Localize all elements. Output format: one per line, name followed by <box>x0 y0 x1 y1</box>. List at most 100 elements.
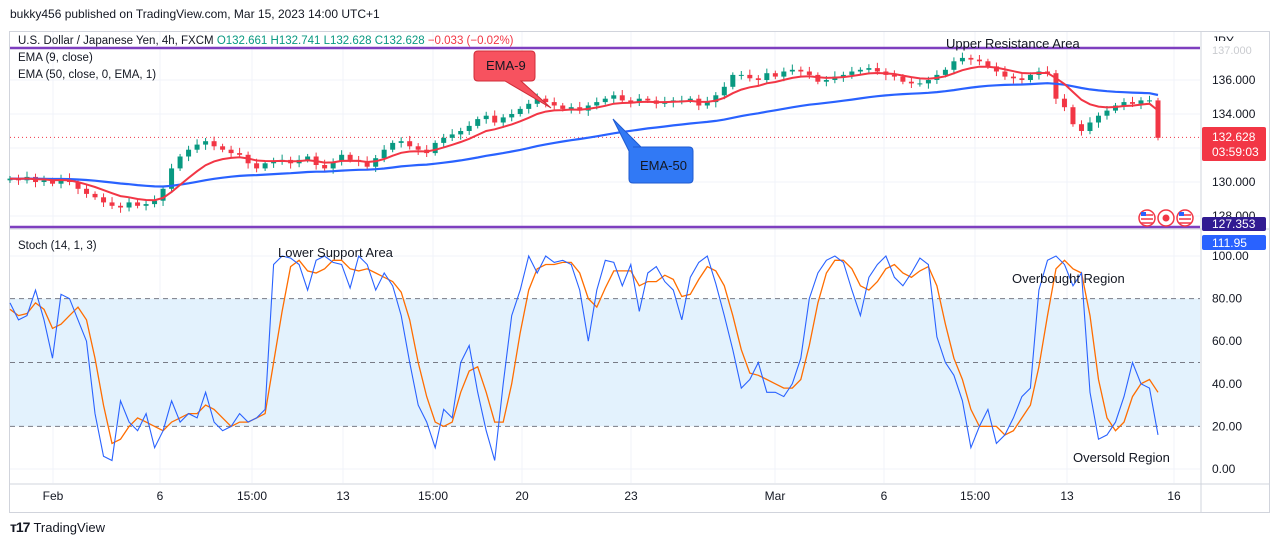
candle-body <box>755 78 761 80</box>
candle-body <box>126 202 132 208</box>
candle-body <box>1155 100 1161 138</box>
candle-body <box>169 168 175 189</box>
stoch-tick-label: 80.00 <box>1212 292 1242 306</box>
stoch-d-line <box>9 259 1159 445</box>
candle-body <box>568 107 574 109</box>
candle-body <box>687 98 693 101</box>
time-tick-label: Feb <box>43 489 64 503</box>
overbought-label: Overbought Region <box>1012 271 1125 286</box>
candle-body <box>704 102 710 106</box>
candle-body <box>84 188 90 194</box>
candle-body <box>500 117 506 123</box>
time-tick-label: 15:00 <box>960 489 990 503</box>
candle-body <box>203 141 209 145</box>
candle-body <box>432 142 438 154</box>
oversold-label: Oversold Region <box>1073 450 1170 465</box>
symbol-legend[interactable]: U.S. Dollar / Japanese Yen, 4h, FXCM O13… <box>18 35 514 47</box>
ema9-legend[interactable]: EMA (9, close) <box>18 52 93 64</box>
candle-body <box>798 69 804 72</box>
candle-body <box>628 100 634 103</box>
candle-body <box>993 66 999 72</box>
candle-body <box>1087 122 1093 131</box>
candle-body <box>262 163 268 169</box>
candle-body <box>177 156 183 169</box>
candle-body <box>330 161 336 169</box>
candle-body <box>917 83 923 85</box>
candle-body <box>398 141 404 143</box>
time-tick-label: 16 <box>1167 489 1181 503</box>
stoch-value-badge <box>1202 235 1266 250</box>
stoch-legend[interactable]: Stoch (14, 1, 3) <box>18 240 97 252</box>
candle-body <box>441 137 447 143</box>
candle-body <box>75 182 81 189</box>
support-price-badge <box>1202 217 1266 231</box>
candle-body <box>483 115 489 120</box>
candle-body <box>1129 102 1135 104</box>
candle-body <box>713 95 719 103</box>
countdown-timer: 03:59:03 <box>1212 145 1259 159</box>
last-price-badge <box>1202 127 1266 161</box>
lower-support-label: Lower Support Area <box>278 245 394 260</box>
candle-body <box>1104 110 1110 116</box>
candle-body <box>806 71 812 75</box>
candle-body <box>849 71 855 75</box>
candle-body <box>1027 74 1033 80</box>
ohlc-values: O132.661 H132.741 L132.628 C132.628 <box>216 35 425 47</box>
time-tick-label: 20 <box>515 489 529 503</box>
candle-body <box>339 154 345 162</box>
candle-body <box>781 71 787 77</box>
candle-body <box>101 197 107 203</box>
candle-body <box>1053 73 1059 99</box>
candle-body <box>271 161 277 164</box>
candle-body <box>857 69 863 72</box>
time-tick-label: 6 <box>881 489 888 503</box>
candle-body <box>152 200 158 205</box>
tradingview-footer[interactable]: ᴛ17 TradingView <box>10 519 105 535</box>
candle-body <box>1121 102 1127 106</box>
candle-body <box>789 69 795 72</box>
candle-body <box>840 74 846 77</box>
candle-body <box>1002 71 1008 77</box>
candle-body <box>738 74 744 76</box>
candle-body <box>364 161 370 167</box>
candle-body <box>1078 124 1084 131</box>
candle-body <box>347 154 353 160</box>
ema50-line <box>9 82 1159 188</box>
candle-body <box>619 95 625 101</box>
candle-body <box>1070 107 1076 125</box>
time-tick-label: 6 <box>157 489 164 503</box>
candle-body <box>874 68 880 72</box>
candle-body <box>1138 100 1144 104</box>
time-tick-label: 15:00 <box>418 489 448 503</box>
candle-body <box>526 103 532 109</box>
top-partial-price: 137.000 <box>1212 45 1252 57</box>
candle-body <box>1112 105 1118 111</box>
candle-body <box>602 98 608 103</box>
event-flags[interactable] <box>1138 209 1194 227</box>
ema9-callout: EMA-9 <box>473 50 552 109</box>
candle-body <box>143 204 149 206</box>
ema9-callout-label: EMA-9 <box>486 58 526 73</box>
candle-body <box>942 69 948 75</box>
time-tick-label: 23 <box>624 489 638 503</box>
candle-body <box>551 102 557 106</box>
candle-body <box>237 153 243 155</box>
candle-body <box>636 98 642 103</box>
candle-body <box>968 57 974 60</box>
candle-body <box>866 68 872 70</box>
ema50-legend[interactable]: EMA (50, close, 0, EMA, 1) <box>18 69 157 81</box>
stoch-tick-label: 40.00 <box>1212 377 1242 391</box>
candle-body <box>220 146 226 150</box>
candle-body <box>381 149 387 159</box>
candle-body <box>985 61 991 67</box>
candle-body <box>305 156 311 160</box>
candle-body <box>1061 98 1067 108</box>
candle-body <box>908 81 914 84</box>
time-tick-label: 13 <box>1060 489 1074 503</box>
stoch-value: 111.95 <box>1212 236 1247 250</box>
candle-body <box>543 98 549 103</box>
candle-body <box>823 80 829 82</box>
candle-body <box>594 102 600 106</box>
candle-body <box>58 178 64 184</box>
